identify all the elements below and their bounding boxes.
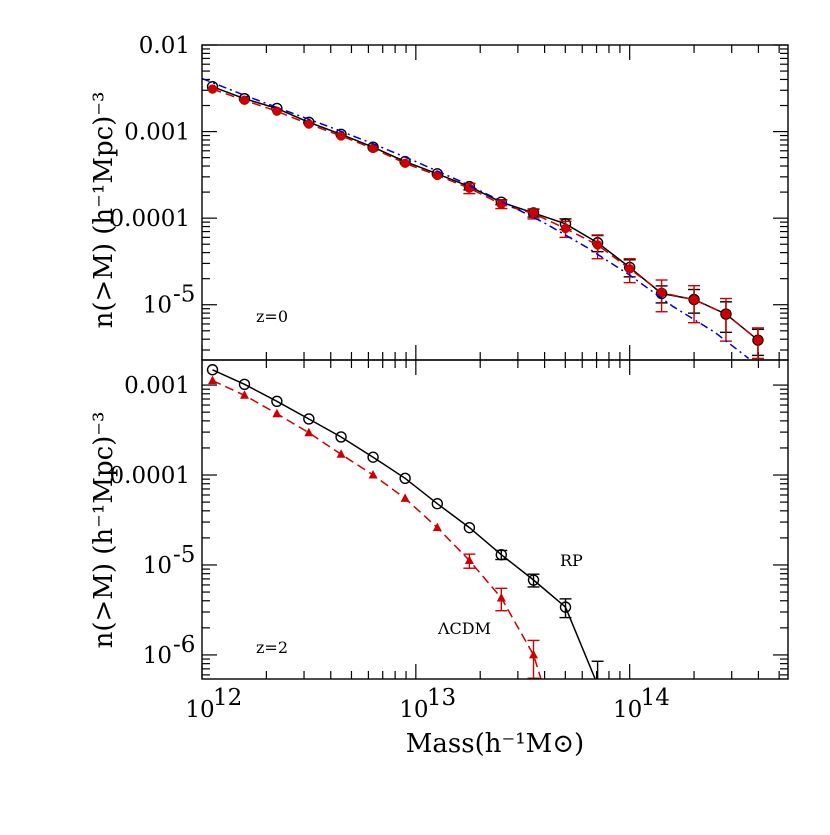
top-data-point — [304, 119, 314, 129]
bottom-data-point — [336, 449, 346, 458]
bottom-y-axis-label: n(>M) (h⁻¹Mpc)⁻³ — [89, 412, 119, 649]
bottom-data-point — [432, 522, 442, 532]
bottom-data-point — [559, 601, 572, 613]
top-data-point — [592, 240, 603, 250]
bottom-data-point — [303, 413, 315, 425]
bottom-frame — [201, 359, 789, 680]
bottom-data-point — [238, 378, 251, 391]
top-panel: 0.01 0.001 0.0001 10 -5 — [110, 33, 789, 361]
bottom-plot-area — [206, 364, 604, 679]
top-y-tick-exponent: -5 — [173, 282, 195, 308]
top-data-point — [400, 158, 410, 169]
bottom-data-point — [527, 574, 540, 586]
bottom-y-tick-label: 0.0001 — [110, 463, 190, 489]
top-data-point — [721, 309, 731, 319]
bottom-data-point — [239, 390, 249, 399]
bottom-data-point — [463, 521, 476, 534]
top-data-point — [560, 223, 571, 234]
bottom-y-tick-label: 10 — [143, 553, 172, 579]
bottom-data-point — [495, 549, 508, 561]
bottom-data-point — [335, 431, 347, 443]
top-y-tick-label: 10 — [143, 293, 172, 319]
bottom-series-line — [212, 369, 596, 679]
top-series-line — [212, 85, 759, 341]
x-tick-label: 10 — [613, 697, 642, 723]
top-data-point — [239, 95, 250, 105]
top-data-point — [272, 106, 282, 116]
bottom-panel-annotation: z=2 — [256, 638, 288, 657]
bottom-y-tick-label: 0.001 — [124, 373, 190, 399]
bottom-data-point — [272, 408, 282, 418]
bottom-data-point — [400, 493, 410, 502]
top-frame — [201, 44, 789, 361]
x-tick-exponent: 12 — [213, 685, 242, 711]
bottom-data-point — [206, 364, 219, 376]
x-tick-exponent: 13 — [427, 685, 456, 711]
bottom-data-point — [208, 375, 218, 385]
bottom-y-tick-exponent: -5 — [173, 542, 195, 568]
bottom-data-point — [304, 427, 314, 437]
bottom-data-point — [431, 497, 444, 510]
bottom-y-tick-exponent: -6 — [173, 632, 195, 658]
top-data-point — [207, 84, 218, 94]
x-tick-label: 10 — [185, 697, 214, 723]
top-series-line — [202, 77, 750, 359]
bottom-data-point — [464, 555, 474, 565]
x-axis-label: Mass(h⁻¹M⊙) — [406, 729, 584, 759]
top-data-point — [624, 264, 635, 274]
top-y-tick-label: 0.001 — [124, 120, 190, 146]
top-data-point — [496, 199, 507, 209]
top-data-point — [336, 131, 346, 141]
top-series-line — [212, 88, 759, 341]
top-data-point — [753, 335, 763, 345]
bottom-data-point — [399, 472, 411, 484]
top-y-tick-label: 0.01 — [139, 33, 190, 59]
bottom-data-point — [368, 470, 378, 479]
top-y-tick-label: 0.0001 — [110, 206, 190, 232]
top-data-point — [656, 287, 667, 298]
bottom-y-tick-label: 10 — [143, 643, 172, 669]
bottom-data-point — [271, 395, 283, 408]
top-data-point — [528, 208, 539, 219]
top-y-axis-label: n(>M) (h⁻¹Mpc)⁻³ — [89, 92, 119, 329]
x-tick-label: 10 — [399, 697, 428, 723]
lcdm-series-label: ΛCDM — [437, 619, 491, 638]
top-panel-annotation: z=0 — [256, 307, 288, 326]
rp-series-label: RP — [560, 551, 583, 570]
bottom-series-line — [212, 379, 542, 679]
top-data-point — [464, 183, 475, 193]
bottom-data-point — [367, 451, 379, 463]
bottom-data-point — [496, 592, 506, 602]
top-plot-area — [202, 77, 764, 360]
top-data-point — [689, 295, 699, 305]
x-tick-exponent: 14 — [641, 685, 670, 711]
bottom-data-point — [529, 649, 539, 659]
